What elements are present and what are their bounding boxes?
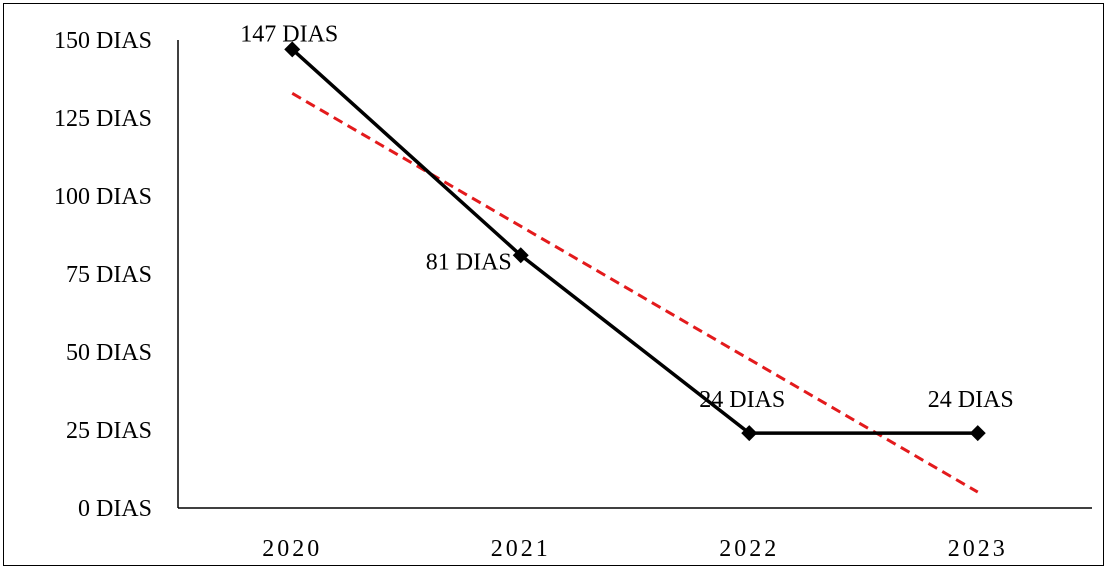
series-line	[291, 48, 978, 435]
data-labels: 147 DIAS 81 DIAS 24 DIAS 24 DIAS	[240, 21, 1014, 413]
x-axis-ticks: 2020 2021 2022 2023	[262, 536, 1008, 562]
y-tick-label: 25 DIAS	[66, 418, 152, 444]
data-point-marker	[741, 425, 758, 442]
chart-frame	[3, 3, 1104, 566]
y-tick-label: 150 DIAS	[54, 28, 152, 54]
trendline	[291, 92, 979, 494]
data-label: 24 DIAS	[699, 387, 785, 413]
x-tick-label: 2023	[948, 536, 1008, 562]
data-point-marker	[512, 247, 529, 264]
x-tick-label: 2021	[491, 536, 551, 562]
x-tick-label: 2020	[262, 536, 322, 562]
data-label: 24 DIAS	[928, 387, 1014, 413]
y-tick-label: 75 DIAS	[66, 262, 152, 288]
y-tick-label: 50 DIAS	[66, 340, 152, 366]
data-point-marker	[284, 41, 301, 58]
series-group	[284, 41, 986, 442]
data-label: 147 DIAS	[240, 21, 338, 47]
y-axis-ticks: 0 DIAS 25 DIAS 50 DIAS 75 DIAS 100 DIAS 125 D…	[54, 28, 152, 522]
y-tick-label: 100 DIAS	[54, 184, 152, 210]
y-tick-label: 0 DIAS	[78, 496, 152, 522]
x-tick-label: 2022	[719, 536, 779, 562]
y-tick-label: 125 DIAS	[54, 106, 152, 132]
data-label: 81 DIAS	[426, 249, 512, 275]
data-point-marker	[969, 425, 986, 442]
